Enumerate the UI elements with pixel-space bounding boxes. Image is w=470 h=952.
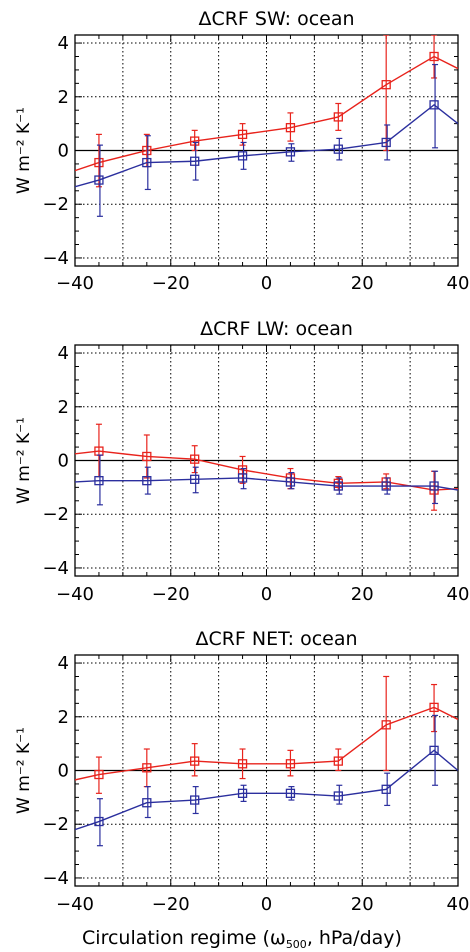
data-point-red	[237, 129, 248, 140]
x-tick-label: −40	[56, 273, 94, 294]
y-tick-label: −4	[42, 558, 69, 579]
x-tick-label: −40	[56, 894, 94, 915]
data-point-blue	[429, 745, 439, 756]
data-point-blue	[429, 100, 439, 110]
data-point-red	[429, 702, 439, 713]
data-point-red	[381, 720, 391, 730]
x-tick-label: 20	[351, 894, 374, 915]
data-point-blue	[94, 475, 104, 486]
x-axis-label-main: Circulation regime (ω	[82, 927, 286, 949]
x-tick-label: 40	[447, 584, 470, 605]
data-point-blue	[285, 788, 296, 798]
x-tick-label: 40	[447, 273, 470, 294]
data-point-red	[333, 756, 343, 766]
y-tick-label: 2	[58, 707, 69, 728]
x-tick-label: 0	[261, 273, 272, 294]
data-point-red	[94, 769, 104, 780]
series-line-red	[75, 55, 458, 172]
y-tick-label: −4	[42, 248, 69, 269]
x-tick-label: 20	[351, 273, 374, 294]
y-tick-label: −2	[42, 814, 69, 835]
data-point-red	[381, 80, 391, 90]
data-point-blue	[190, 156, 200, 166]
x-tick-label: −20	[152, 273, 190, 294]
x-tick-label: 0	[261, 894, 272, 915]
series-line-red	[75, 450, 458, 491]
y-axis-label: W m⁻² K⁻¹	[14, 727, 34, 814]
data-point-blue	[381, 481, 391, 491]
data-point-blue	[333, 481, 343, 491]
series-line-blue	[75, 477, 458, 491]
data-point-red	[94, 157, 104, 168]
data-point-blue	[285, 477, 296, 487]
x-axis-label-tail: , hPa/day)	[307, 927, 402, 949]
data-point-blue	[237, 788, 248, 798]
data-point-blue	[333, 144, 343, 154]
data-point-blue	[190, 795, 200, 805]
y-tick-label: 4	[58, 33, 69, 54]
y-axis-label: W m⁻² K⁻¹	[14, 417, 34, 504]
data-point-blue	[237, 473, 248, 483]
series-layer	[75, 423, 458, 511]
chart-title: ΔCRF SW: ocean	[198, 8, 354, 30]
y-tick-label: −4	[42, 868, 69, 889]
data-point-red	[285, 759, 296, 769]
data-point-red	[333, 112, 343, 122]
y-tick-label: 0	[58, 141, 69, 162]
x-tick-label: −20	[152, 894, 190, 915]
x-axis-label: Circulation regime (ω500, hPa/day)	[82, 927, 402, 951]
series-line-blue	[75, 103, 458, 188]
y-tick-label: −2	[42, 194, 69, 215]
data-point-red	[285, 123, 296, 133]
x-tick-label: 20	[351, 584, 374, 605]
data-point-blue	[285, 147, 296, 157]
data-point-red	[190, 136, 200, 146]
data-point-red	[429, 51, 439, 62]
data-point-blue	[94, 175, 104, 185]
data-point-blue	[381, 137, 391, 148]
data-point-red	[190, 454, 200, 464]
x-tick-label: 40	[447, 894, 470, 915]
series-layer	[75, 675, 458, 847]
y-tick-label: 0	[58, 451, 69, 472]
chart-title: ΔCRF NET: ocean	[195, 628, 357, 650]
x-tick-label: −40	[56, 584, 94, 605]
data-point-red	[142, 763, 152, 773]
data-point-blue	[142, 798, 152, 808]
data-point-red	[142, 451, 152, 462]
x-tick-label: −20	[152, 584, 190, 605]
data-point-blue	[429, 481, 439, 491]
chart-title: ΔCRF LW: ocean	[200, 318, 353, 340]
data-point-blue	[333, 791, 343, 801]
y-tick-label: 2	[58, 397, 69, 418]
data-point-blue	[237, 151, 248, 161]
x-tick-label: 0	[261, 584, 272, 605]
series-line-red	[75, 706, 458, 781]
data-point-red	[142, 145, 152, 156]
data-point-blue	[381, 784, 391, 794]
data-point-blue	[142, 475, 152, 486]
y-tick-label: 2	[58, 87, 69, 108]
y-tick-label: −2	[42, 504, 69, 525]
data-point-red	[237, 759, 248, 769]
y-axis-label: W m⁻² K⁻¹	[14, 107, 34, 194]
x-axis-label-subscript: 500	[286, 938, 307, 951]
data-point-blue	[94, 816, 104, 827]
data-point-red	[190, 756, 200, 766]
data-point-blue	[190, 474, 200, 484]
y-tick-label: 4	[58, 653, 69, 674]
series-layer	[75, 35, 458, 217]
data-point-blue	[142, 157, 152, 168]
y-tick-label: 0	[58, 761, 69, 782]
series-line-blue	[75, 749, 458, 831]
y-tick-label: 4	[58, 343, 69, 364]
